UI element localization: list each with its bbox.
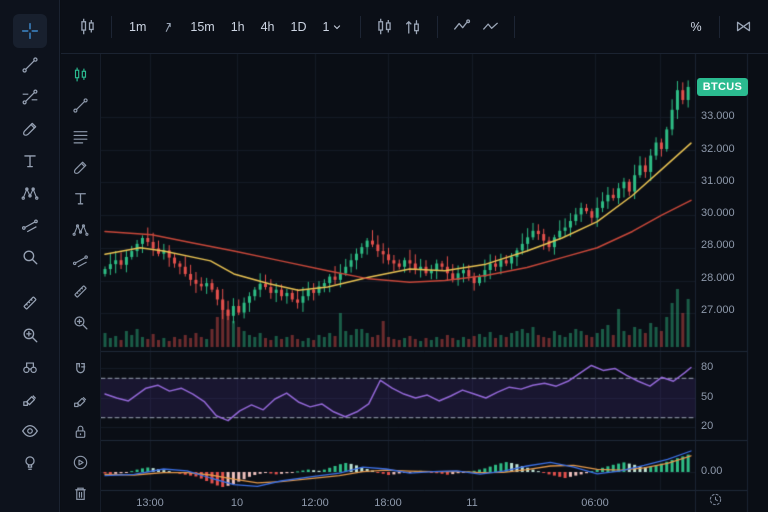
- edit-pencil-icon: [21, 390, 39, 408]
- toolbar-separator: [514, 15, 516, 38]
- fib-levels-tool-button[interactable]: [65, 122, 97, 151]
- lock-drawings-button[interactable]: [65, 417, 97, 446]
- ideas-bulb-button[interactable]: [13, 448, 47, 478]
- search-icon: [21, 248, 39, 266]
- remove-drawings-button[interactable]: [65, 479, 97, 508]
- timeframe-1m-button[interactable]: 1m: [121, 12, 154, 42]
- timeframe-dropdown-label: 1: [322, 19, 330, 34]
- percent-scale-button[interactable]: %: [682, 12, 710, 42]
- edit-pencil-icon: [72, 392, 89, 409]
- timeframe-1h-button[interactable]: 1h: [223, 12, 253, 42]
- fib-retracement-tool-button[interactable]: [13, 82, 47, 112]
- candles-icon: [78, 17, 97, 36]
- trend-line-tool-button[interactable]: [13, 50, 47, 80]
- toolbar-separator: [437, 15, 439, 38]
- brush-icon: [21, 120, 39, 138]
- magnet-icon: [72, 361, 89, 378]
- line-style-button[interactable]: [476, 12, 505, 42]
- lock-icon: [72, 423, 89, 440]
- parallel-channel-tool-button[interactable]: [65, 246, 97, 275]
- fib-retracement-icon: [21, 88, 39, 106]
- timeframe-4h-button[interactable]: 4h: [253, 12, 283, 42]
- replay-play-icon: [72, 454, 89, 471]
- maximize-bowtie-icon: [734, 17, 753, 36]
- xabcd-pattern-icon: [21, 184, 39, 202]
- trend-line-tool-button[interactable]: [65, 91, 97, 120]
- magnet-mode-button[interactable]: [65, 355, 97, 384]
- text-tool-icon: [72, 190, 89, 207]
- zoom-in-icon: [72, 314, 89, 331]
- parallel-channel-icon: [72, 252, 89, 269]
- timeframe-dropdown[interactable]: 1: [315, 12, 352, 42]
- crosshair-tool-button[interactable]: [12, 14, 47, 48]
- toolbar-separator: [111, 15, 112, 38]
- arrow-up-icon: [161, 20, 175, 34]
- fib-levels-icon: [72, 128, 89, 145]
- candle-arrow-icon: [404, 17, 423, 36]
- trend-line-icon: [72, 97, 89, 114]
- edit-drawings-button[interactable]: [13, 384, 47, 414]
- hide-drawings-button[interactable]: [13, 416, 47, 446]
- brush-tool-button[interactable]: [65, 153, 97, 182]
- ruler-icon: [72, 283, 89, 300]
- xabcd-pattern-tool-button[interactable]: [13, 178, 47, 208]
- timeframe-1d-button[interactable]: 1D: [283, 12, 315, 42]
- zigzag-icon: [481, 17, 500, 36]
- chart-area: BTCUS 33.000 32.000 31.000 30.000 28.000 28.0…: [101, 54, 768, 512]
- indicators-button[interactable]: [447, 12, 476, 42]
- candles-icon: [375, 17, 394, 36]
- text-tool-button[interactable]: [65, 184, 97, 213]
- zoom-in-icon: [21, 326, 39, 344]
- brush-icon: [72, 159, 89, 176]
- zoom-in-button[interactable]: [13, 320, 47, 350]
- timeframe-15m-button[interactable]: 15m: [182, 12, 222, 42]
- brush-tool-button[interactable]: [13, 114, 47, 144]
- measure-tool-button[interactable]: [65, 277, 97, 306]
- eye-icon: [21, 422, 39, 440]
- compare-scale-button[interactable]: [399, 12, 428, 42]
- watchlist-binoculars-button[interactable]: [13, 352, 47, 382]
- measure-tool-button[interactable]: [13, 288, 47, 318]
- ruler-icon: [21, 294, 39, 312]
- parallel-channel-icon: [21, 216, 39, 234]
- bar-replay-button[interactable]: [65, 448, 97, 477]
- chevron-down-icon: [331, 21, 343, 33]
- bulb-icon: [21, 454, 39, 472]
- custom-interval-button[interactable]: [154, 12, 182, 42]
- maximize-button[interactable]: [729, 12, 758, 42]
- chart-type-button[interactable]: [73, 12, 102, 42]
- active-chart-type-button[interactable]: [65, 60, 97, 89]
- text-tool-button[interactable]: [13, 146, 47, 176]
- search-button[interactable]: [13, 242, 47, 272]
- parallel-channel-tool-button[interactable]: [13, 210, 47, 240]
- zigzag-dot-icon: [452, 17, 471, 36]
- text-tool-icon: [21, 152, 39, 170]
- top-toolbar: 1m 15m 1h 4h 1D 1 %: [61, 0, 768, 54]
- trend-line-icon: [21, 56, 39, 74]
- xabcd-pattern-icon: [72, 221, 89, 238]
- inner-drawing-toolbar: [61, 54, 101, 512]
- chart-candles-icon: [72, 66, 89, 83]
- trash-icon: [72, 485, 89, 502]
- candles-style-button[interactable]: [370, 12, 399, 42]
- drawing-mode-button[interactable]: [65, 386, 97, 415]
- zoom-in-button[interactable]: [65, 308, 97, 337]
- xabcd-pattern-tool-button[interactable]: [65, 215, 97, 244]
- outer-drawing-sidebar: [0, 0, 60, 512]
- price-chart-canvas[interactable]: [101, 54, 768, 512]
- binoculars-icon: [21, 358, 39, 376]
- crosshair-icon: [21, 22, 39, 40]
- toolbar-separator: [719, 15, 720, 38]
- toolbar-separator: [360, 15, 362, 38]
